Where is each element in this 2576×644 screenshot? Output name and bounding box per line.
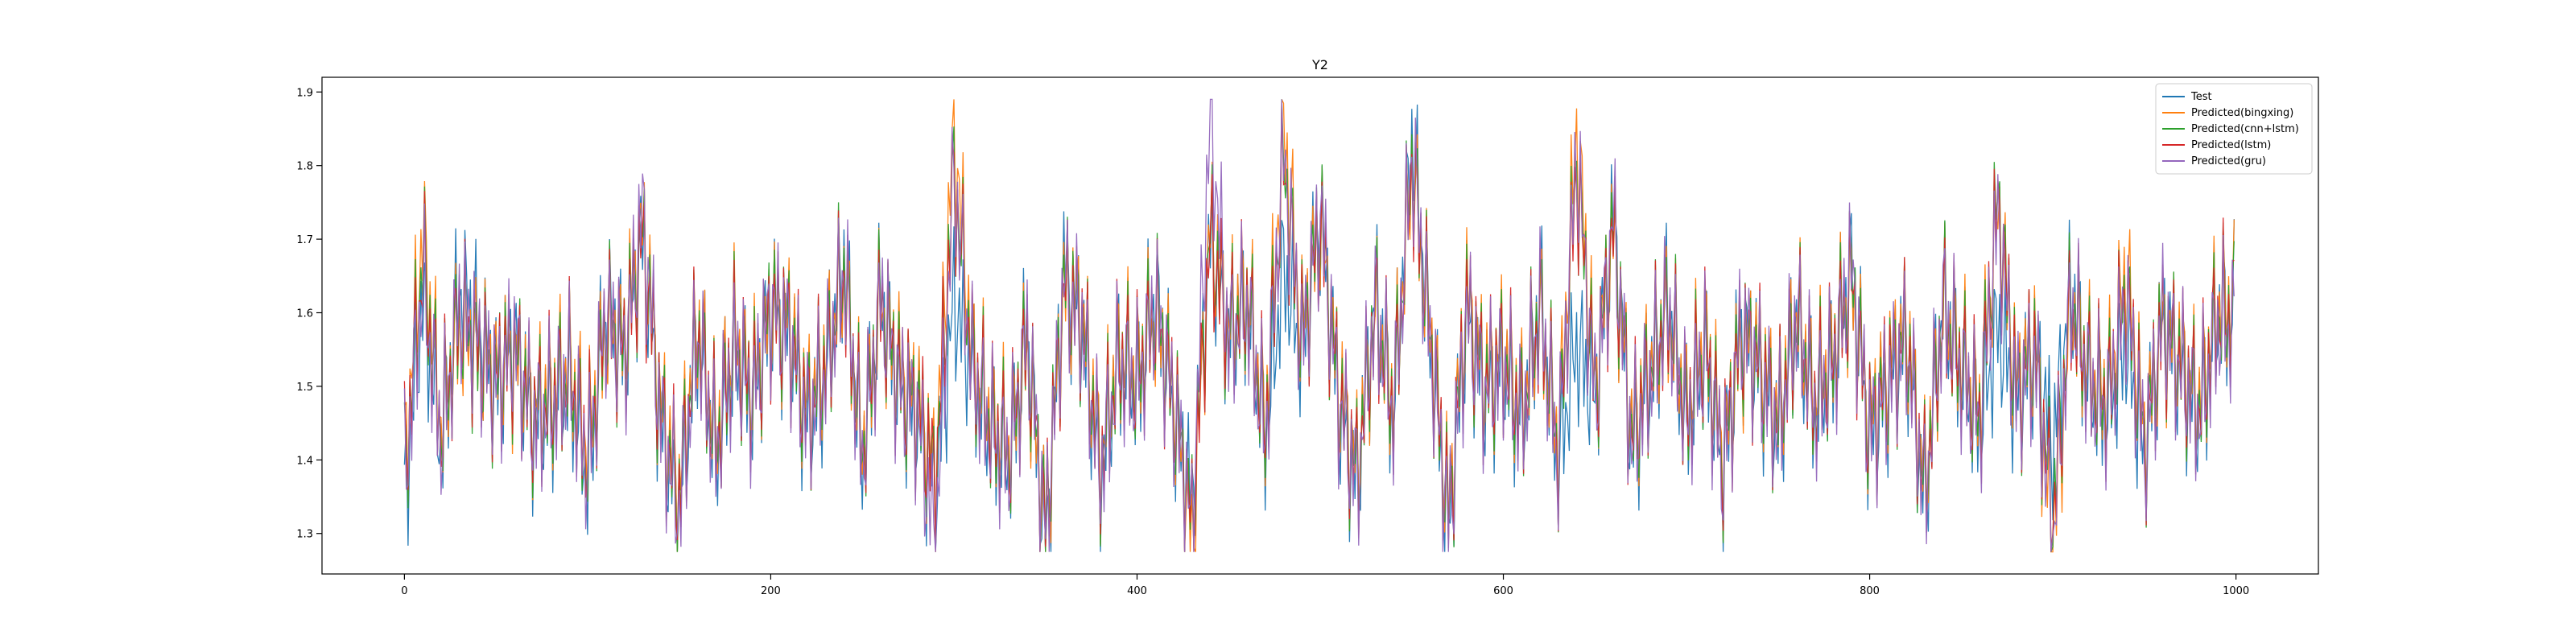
y-tick-label: 1.7 <box>296 234 313 246</box>
x-tick-label: 0 <box>401 585 407 597</box>
plot-area-frame <box>321 76 2319 575</box>
x-tick-label: 1000 <box>2223 585 2249 597</box>
y-tick-label: 1.9 <box>296 87 313 99</box>
x-tick-label: 400 <box>1127 585 1147 597</box>
legend-label: Predicted(gru) <box>2191 155 2266 167</box>
y-tick-label: 1.4 <box>296 455 313 467</box>
y-axis-ticks: 1.3 1.4 1.5 1.6 1.7 1.8 1.9 <box>296 87 322 541</box>
series-line-4 <box>403 98 2235 552</box>
series-layer <box>403 98 2235 553</box>
y-tick-label: 1.5 <box>296 382 313 394</box>
y-tick-label: 1.8 <box>296 161 313 173</box>
legend-label: Predicted(cnn+lstm) <box>2191 123 2299 135</box>
legend-label: Predicted(lstm) <box>2191 139 2271 151</box>
y-tick-label: 1.3 <box>296 529 313 541</box>
x-tick-label: 600 <box>1493 585 1513 597</box>
chart-title: Y2 <box>1311 57 1328 72</box>
legend-box <box>2155 83 2313 175</box>
y-tick-label: 1.6 <box>296 308 313 320</box>
x-tick-label: 800 <box>1860 585 1880 597</box>
x-axis-ticks: 0 200 400 600 800 1000 <box>401 574 2249 597</box>
x-tick-label: 200 <box>761 585 781 597</box>
legend-label: Predicted(bingxing) <box>2191 107 2293 119</box>
legend-label: Test <box>2190 91 2212 103</box>
legend: Test Predicted(bingxing) Predicted(cnn+lst… <box>2155 83 2313 175</box>
